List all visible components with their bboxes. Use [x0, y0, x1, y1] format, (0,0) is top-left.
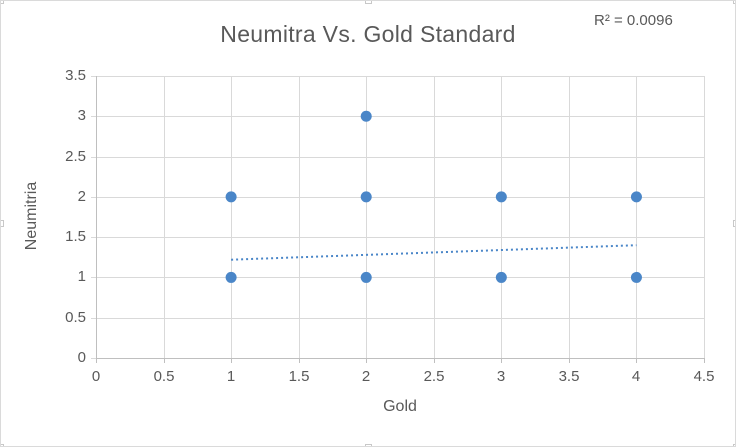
- resize-handle-s[interactable]: [365, 444, 372, 446]
- x-tick-label: 1.5: [288, 368, 310, 385]
- resize-handle-n[interactable]: [365, 1, 372, 4]
- y-tick-label: 3: [77, 107, 86, 124]
- resize-handle-ne[interactable]: [733, 1, 735, 4]
- x-tick-label: 3.5: [558, 368, 580, 385]
- resize-handle-e[interactable]: [733, 220, 735, 227]
- data-point[interactable]: [630, 191, 642, 203]
- resize-handle-w[interactable]: [1, 220, 4, 227]
- data-point[interactable]: [495, 271, 507, 283]
- data-point[interactable]: [225, 191, 237, 203]
- resize-handle-sw[interactable]: [1, 444, 4, 446]
- y-tick-label: 0.5: [65, 309, 86, 326]
- x-tick-label: 0.5: [153, 368, 175, 385]
- data-point[interactable]: [360, 271, 372, 283]
- x-tick-label: 4.5: [693, 368, 715, 385]
- x-tick-label: 1: [226, 368, 236, 385]
- data-point[interactable]: [630, 271, 642, 283]
- y-tick-label: 3.5: [65, 67, 86, 84]
- y-tick-label: 1.5: [65, 228, 86, 245]
- chart-title: Neumitra Vs. Gold Standard: [220, 21, 516, 47]
- x-tick-label: 2.5: [423, 368, 445, 385]
- resize-handle-nw[interactable]: [1, 1, 4, 4]
- x-tick-label: 0: [91, 368, 101, 385]
- r-squared-annotation: R² = 0.0096: [594, 12, 673, 29]
- x-tick-label: 2: [361, 368, 371, 385]
- data-point[interactable]: [495, 191, 507, 203]
- y-tick-label: 2.5: [65, 148, 86, 165]
- y-tick-label: 0: [77, 349, 86, 366]
- resize-handle-se[interactable]: [733, 444, 735, 446]
- data-point[interactable]: [360, 191, 372, 203]
- x-axis-title: Gold: [383, 398, 417, 415]
- y-tick-label: 2: [77, 188, 86, 205]
- trendline[interactable]: [231, 244, 637, 261]
- x-tick-label: 4: [631, 368, 641, 385]
- data-point[interactable]: [360, 110, 372, 122]
- data-point[interactable]: [225, 271, 237, 283]
- y-tick-label: 1: [77, 268, 86, 285]
- x-tick-label: 3: [496, 368, 506, 385]
